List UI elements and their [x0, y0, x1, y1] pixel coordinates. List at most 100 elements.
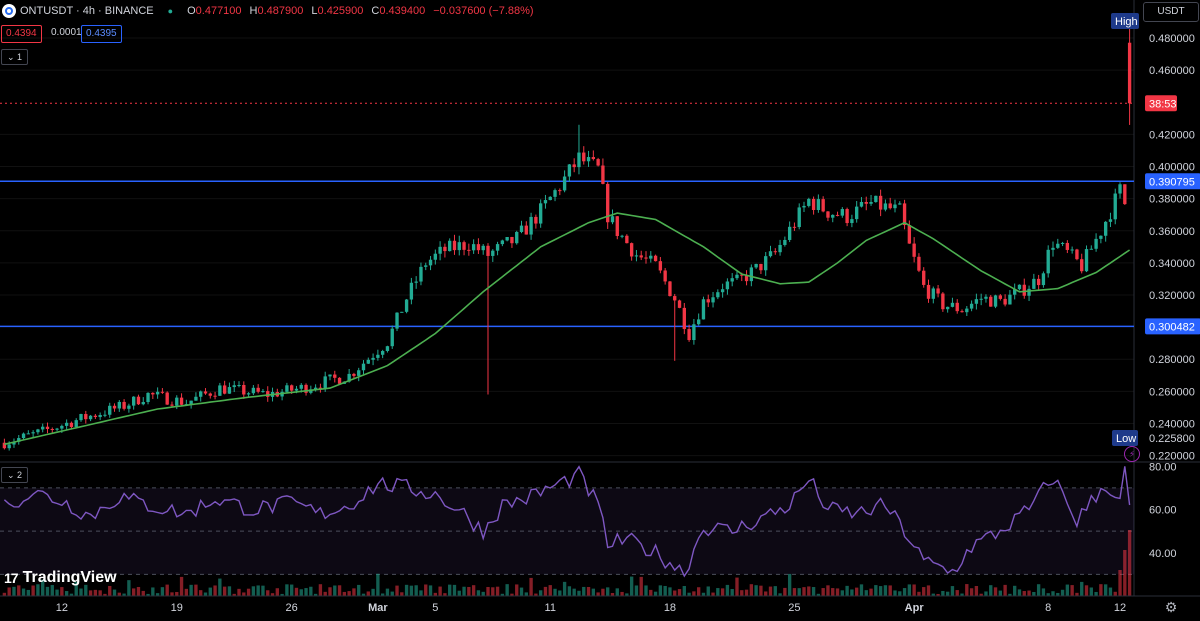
time-tick-label: 5 [432, 602, 438, 614]
candle-up [21, 433, 26, 439]
volume-bar [256, 585, 260, 596]
volume-bar [409, 585, 414, 596]
volume-bar [855, 587, 859, 596]
candle-up [433, 253, 438, 260]
candle-down [524, 225, 528, 235]
gear-icon[interactable]: ⚙ [1164, 599, 1178, 615]
volume-bar [524, 592, 528, 596]
time-tick-label: Mar [368, 602, 388, 614]
candle-up [562, 176, 567, 191]
volume-bar [754, 585, 758, 596]
candle-down [922, 270, 926, 285]
candle-down [84, 414, 88, 420]
volume-bar [227, 586, 232, 596]
candle-down [907, 225, 912, 244]
symbol-title[interactable]: ONTUSDT · 4h · BINANCE [20, 5, 154, 17]
volume-bar [682, 586, 686, 596]
time-axis[interactable]: 12 19 26 Mar 5 11 18 25 Apr 8 12 [0, 595, 1200, 614]
rsi-pane-indicators-toggle[interactable]: ⌄ 2 [1, 467, 29, 483]
candle-up [103, 414, 107, 416]
price-tick-label: 0.280000 [1149, 354, 1195, 366]
main-pane-indicators-toggle[interactable]: ⌄ 1 [1, 49, 29, 65]
candle-down [304, 384, 308, 393]
candle-up [974, 299, 979, 304]
chevron-down-icon: ⌄ [7, 52, 18, 62]
volume-bar [414, 585, 418, 596]
candle-up [831, 214, 835, 218]
candle-up [376, 354, 380, 358]
candle-up [869, 202, 873, 204]
candle-down [582, 152, 586, 162]
spread-value: 0.0001 [51, 27, 82, 38]
candle-up [409, 282, 414, 300]
price-tick-label: 0.480000 [1149, 33, 1195, 45]
volume-bar [673, 590, 677, 596]
volume-bar [898, 591, 902, 596]
candle-up [26, 433, 31, 435]
candle-down [941, 293, 945, 310]
candle-up [764, 256, 768, 271]
candle-up [108, 405, 112, 415]
high-marker-badge-bg [1111, 13, 1139, 29]
currency-button[interactable]: USDT [1143, 2, 1199, 22]
volume-bar [826, 585, 830, 596]
volume-bar [242, 592, 246, 596]
volume-bar [883, 585, 888, 596]
candle-up [768, 251, 773, 257]
candle-up [36, 429, 40, 433]
volume-bar [548, 585, 552, 596]
candle-up [701, 299, 706, 320]
candle-down [792, 226, 797, 228]
candle-up [366, 359, 370, 364]
volume-bar [371, 588, 375, 596]
volume-bar [874, 585, 878, 596]
time-tick-label: Apr [905, 602, 925, 614]
sell-price-button[interactable]: 0.4394 [1, 25, 42, 43]
candle-up [285, 385, 289, 392]
buy-price-button[interactable]: 0.4395 [81, 25, 122, 43]
volume-bar [1060, 589, 1065, 596]
candle-up [1017, 284, 1022, 290]
candle-up [227, 387, 232, 394]
candle-up [649, 255, 653, 259]
volume-bar [103, 593, 107, 596]
volume-bar [443, 593, 447, 596]
volume-bar [400, 592, 404, 596]
volume-bar [467, 586, 471, 596]
price-tick-label: 0.400000 [1149, 162, 1195, 174]
candle-down [558, 190, 562, 192]
tradingview-logo[interactable]: 17 TradingView [4, 569, 117, 587]
volume-bar [79, 588, 83, 596]
volume-bar [629, 576, 634, 596]
price-tick-label: 0.240000 [1149, 418, 1195, 430]
candle-up [519, 225, 524, 232]
volume-bar [462, 586, 466, 596]
volume-bar [419, 590, 423, 596]
volume-bar [1051, 591, 1055, 596]
candle-up [1060, 242, 1065, 244]
volume-bar [1084, 585, 1089, 596]
candle-down [242, 385, 246, 395]
candle-up [404, 299, 409, 312]
volume-bar [807, 586, 811, 596]
volume-bar [941, 590, 945, 596]
horizontal-levels[interactable] [0, 180, 1134, 328]
volume-bar [60, 587, 64, 596]
time-tick-label: 12 [56, 602, 68, 614]
volume-bars [2, 530, 1132, 596]
low-marker-badge-text: Low [1116, 433, 1136, 445]
candle-up [505, 237, 509, 241]
time-tick-label: 12 [1114, 602, 1126, 614]
rsi-line [3, 465, 1131, 578]
volume-bar [12, 586, 16, 596]
volume-bar [108, 585, 112, 596]
candle-down [534, 216, 538, 224]
candle-up [696, 319, 701, 325]
candle-up [716, 292, 720, 298]
candle-up [117, 401, 121, 409]
candle-down [658, 261, 663, 271]
lightning-icon[interactable]: ⚡ [1124, 446, 1140, 462]
candle-down [998, 295, 1003, 299]
price-axis[interactable]: 0.480000 0.460000 0.420000 0.400000 0.380000… [1149, 33, 1195, 463]
